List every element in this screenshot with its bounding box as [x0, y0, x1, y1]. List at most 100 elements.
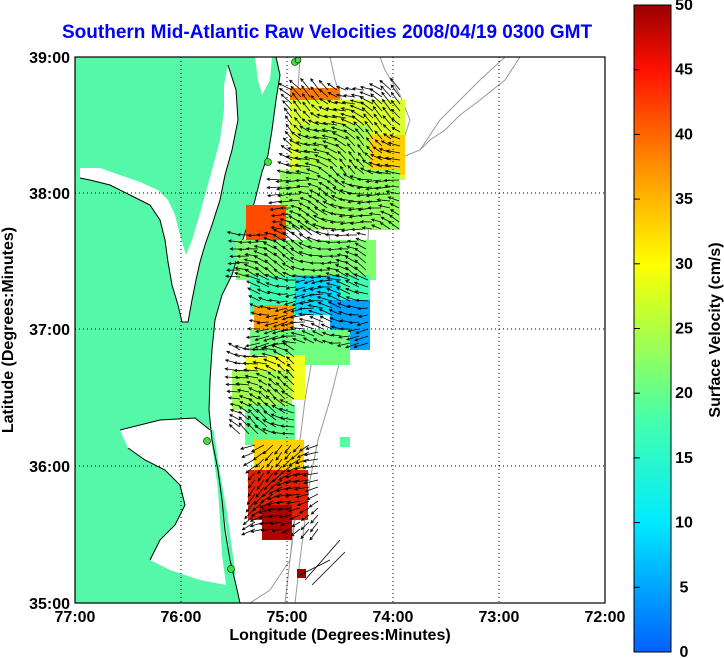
- velocity-arrow: [303, 156, 320, 161]
- velocity-arrow: [385, 149, 401, 154]
- velocity-arrow: [282, 271, 295, 278]
- velocity-arrow: [281, 314, 297, 321]
- velocity-arrow: [261, 352, 277, 358]
- velocity-arrow: [298, 233, 313, 243]
- velocity-arrow: [270, 226, 283, 230]
- velocity-arrow: [285, 186, 301, 190]
- velocity-arrow: [367, 169, 383, 175]
- velocity-arrow: [310, 95, 320, 105]
- velocity-arrow: [248, 393, 259, 400]
- velocity-arrow: [315, 199, 328, 209]
- velocity-arrow: [336, 294, 351, 302]
- velocity-arrow: [280, 334, 297, 338]
- velocity-arrow: [330, 333, 342, 337]
- velocity-arrow: [365, 179, 382, 184]
- velocity-arrow: [336, 240, 349, 244]
- velocity-arrow: [295, 458, 310, 465]
- velocity-arrow: [273, 314, 288, 321]
- velocity-arrow: [359, 91, 374, 98]
- velocity-arrow: [356, 177, 373, 182]
- velocity-arrow: [323, 114, 338, 119]
- velocity-arrow: [336, 342, 351, 347]
- velocity-arrow: [327, 92, 338, 98]
- velocity-arrow: [326, 99, 338, 105]
- velocity-arrow: [344, 261, 358, 271]
- velocity-arrow: [349, 104, 365, 112]
- velocity-arrow: [253, 366, 268, 372]
- velocity-arrow: [266, 177, 283, 181]
- velocity-arrow: [356, 200, 373, 205]
- velocity-arrow: [293, 486, 310, 491]
- velocity-arrow: [274, 276, 288, 281]
- velocity-arrow: [368, 161, 383, 168]
- velocity-arrow: [389, 134, 401, 140]
- velocity-arrow: [344, 280, 360, 288]
- velocity-arrow: [282, 238, 295, 250]
- velocity-arrow: [376, 198, 391, 202]
- colorbar-tick-label: 25: [675, 321, 693, 338]
- velocity-arrow: [292, 293, 306, 299]
- x-tick: 77:00: [55, 609, 96, 626]
- velocity-arrow: [337, 335, 351, 339]
- velocity-arrow: [291, 274, 304, 278]
- velocity-arrow: [299, 559, 331, 576]
- velocity-arrow: [278, 514, 292, 519]
- velocity-arrow: [276, 169, 293, 175]
- velocity-arrow: [246, 493, 256, 506]
- velocity-arrow: [327, 260, 340, 265]
- velocity-arrow: [313, 154, 329, 161]
- velocity-arrow: [334, 264, 349, 271]
- velocity-arrow: [309, 286, 324, 291]
- velocity-arrow: [310, 514, 319, 524]
- velocity-arrow: [382, 115, 392, 126]
- colorbar-tick-label: 40: [675, 126, 693, 143]
- velocity-arrow: [345, 233, 358, 237]
- velocity-cell: [340, 437, 350, 447]
- velocity-arrow: [382, 133, 392, 140]
- velocity-arrow: [254, 260, 268, 271]
- velocity-arrow: [322, 121, 338, 126]
- colorbar-tick-label: 30: [675, 256, 693, 273]
- velocity-arrow: [302, 286, 315, 292]
- velocity-arrow: [253, 255, 268, 264]
- velocity-arrow: [276, 363, 286, 372]
- velocity-arrow: [298, 444, 310, 452]
- velocity-arrow: [271, 404, 286, 414]
- velocity-arrow: [325, 151, 338, 161]
- velocity-arrow: [294, 156, 311, 161]
- velocity-arrow: [284, 444, 292, 454]
- velocity-arrow: [302, 458, 319, 463]
- velocity-arrow: [381, 91, 392, 105]
- velocity-arrow: [350, 227, 364, 232]
- velocity-arrow: [257, 312, 270, 317]
- velocity-arrow: [266, 306, 279, 311]
- velocity-arrow: [336, 253, 349, 257]
- velocity-arrow: [359, 167, 374, 175]
- velocity-arrow: [275, 486, 292, 492]
- velocity-arrow: [332, 107, 347, 112]
- velocity-arrow: [353, 342, 369, 349]
- velocity-arrow: [239, 444, 256, 450]
- velocity-arrow: [226, 389, 241, 394]
- velocity-arrow: [317, 187, 328, 195]
- colorbar-tick-label: 50: [675, 0, 693, 14]
- velocity-arrow: [238, 240, 250, 244]
- velocity-arrow: [262, 242, 277, 250]
- velocity-arrow: [291, 224, 304, 236]
- velocity-arrow: [264, 321, 279, 327]
- velocity-arrow: [305, 176, 319, 181]
- velocity-arrow: [254, 342, 270, 349]
- velocity-arrow: [278, 153, 293, 161]
- velocity-arrow: [292, 337, 306, 344]
- velocity-arrow: [294, 163, 311, 168]
- velocity-arrow: [290, 248, 304, 257]
- velocity-arrow: [254, 266, 268, 278]
- velocity-arrow: [245, 274, 261, 281]
- velocity-arrow: [338, 197, 355, 202]
- velocity-arrow: [275, 284, 288, 288]
- velocity-arrow: [247, 486, 256, 497]
- map-grid: [75, 57, 605, 603]
- colorbar-tick-label: 20: [675, 385, 693, 402]
- velocity-arrow: [300, 77, 311, 91]
- velocity-arrow: [245, 500, 256, 513]
